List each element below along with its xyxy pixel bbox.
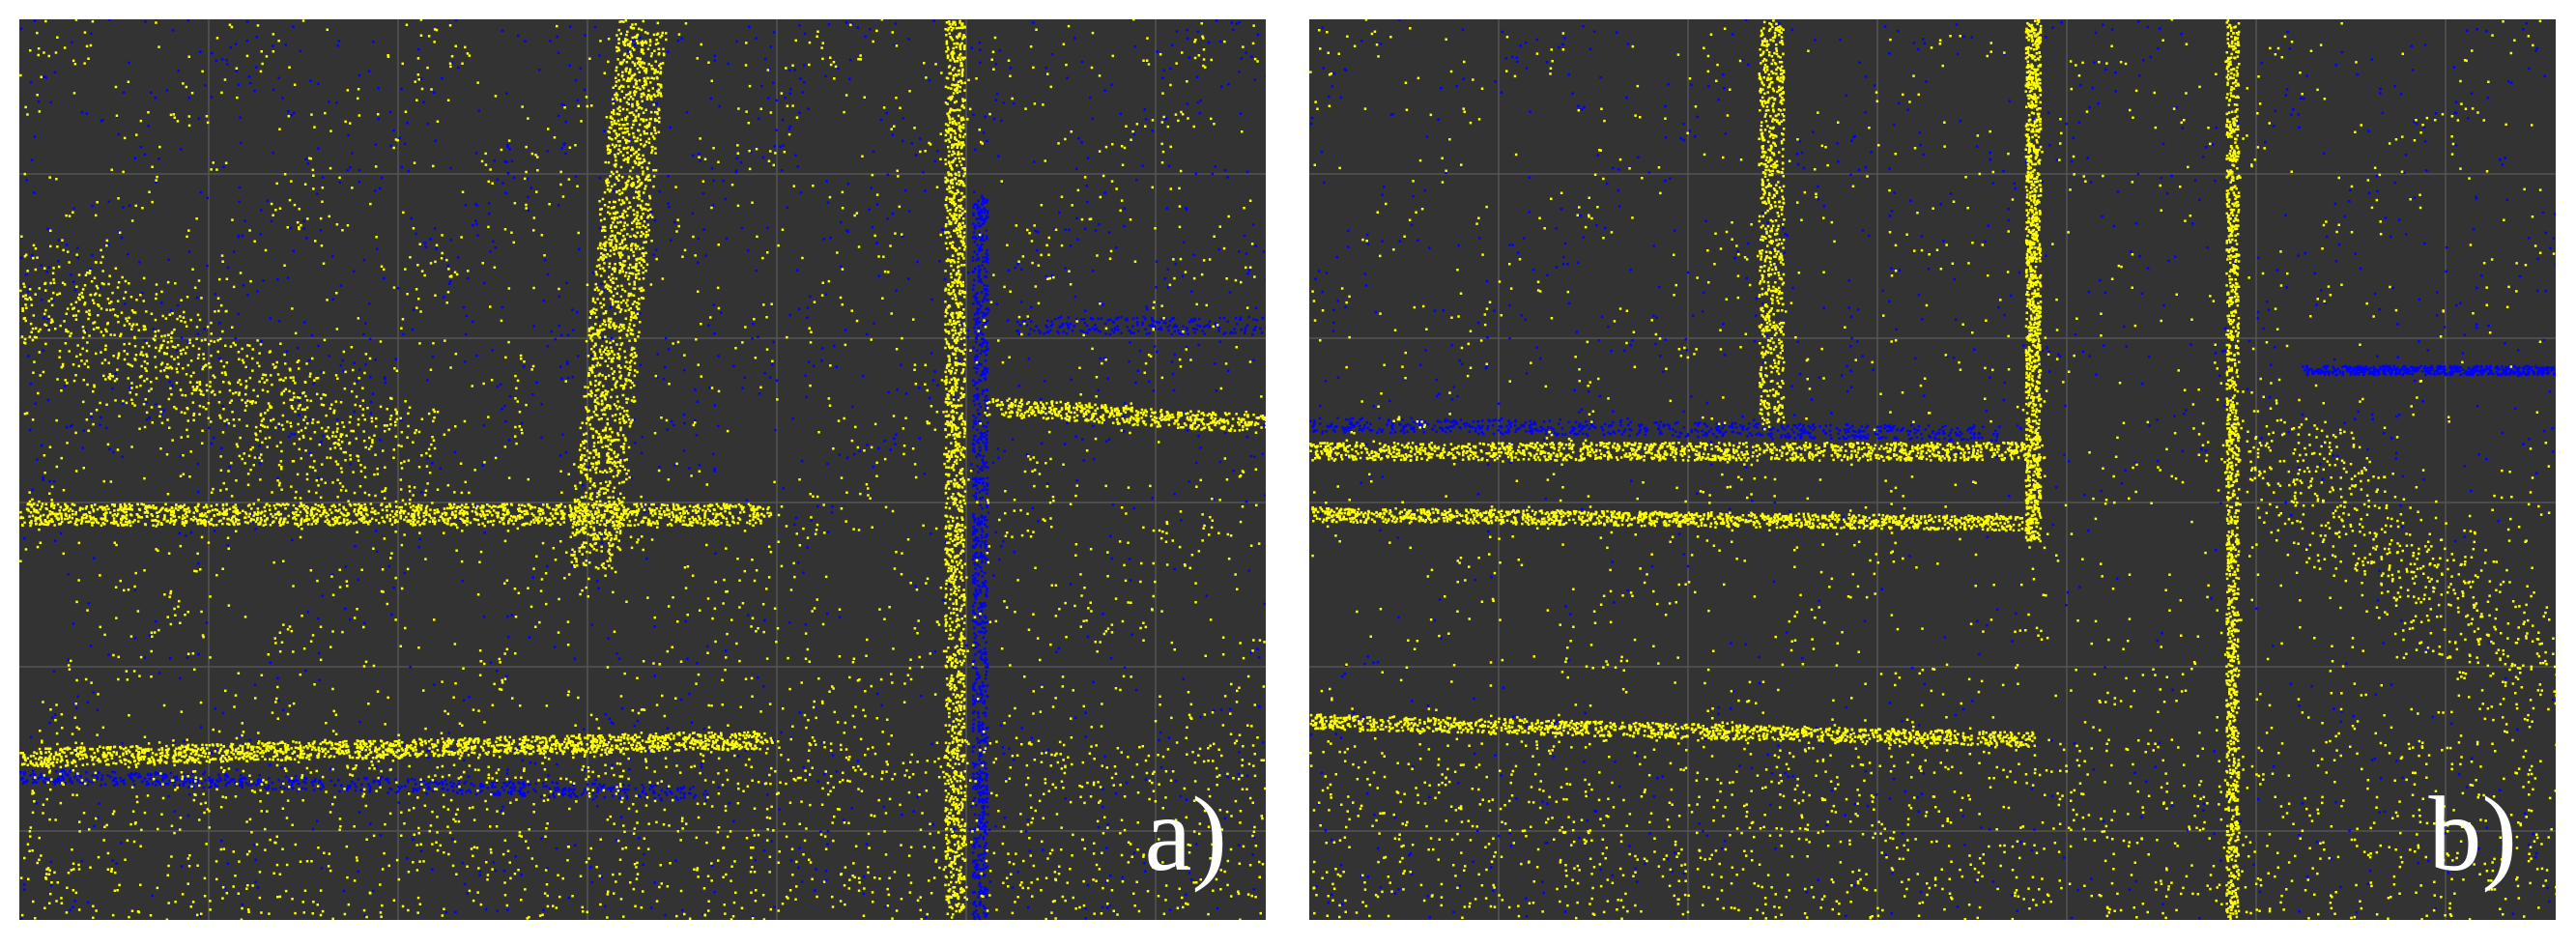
points-blue	[19, 19, 1266, 920]
panel-label: b)	[2428, 775, 2517, 893]
panel-background	[19, 19, 1266, 920]
points-yellow	[1309, 19, 2556, 920]
points-yellow	[19, 19, 1266, 920]
panel-label: a)	[1145, 775, 1227, 893]
panel: b)	[1309, 19, 2556, 920]
panel: a)	[19, 19, 1266, 920]
panel-background	[1309, 19, 2556, 920]
points-blue	[1309, 19, 2556, 920]
